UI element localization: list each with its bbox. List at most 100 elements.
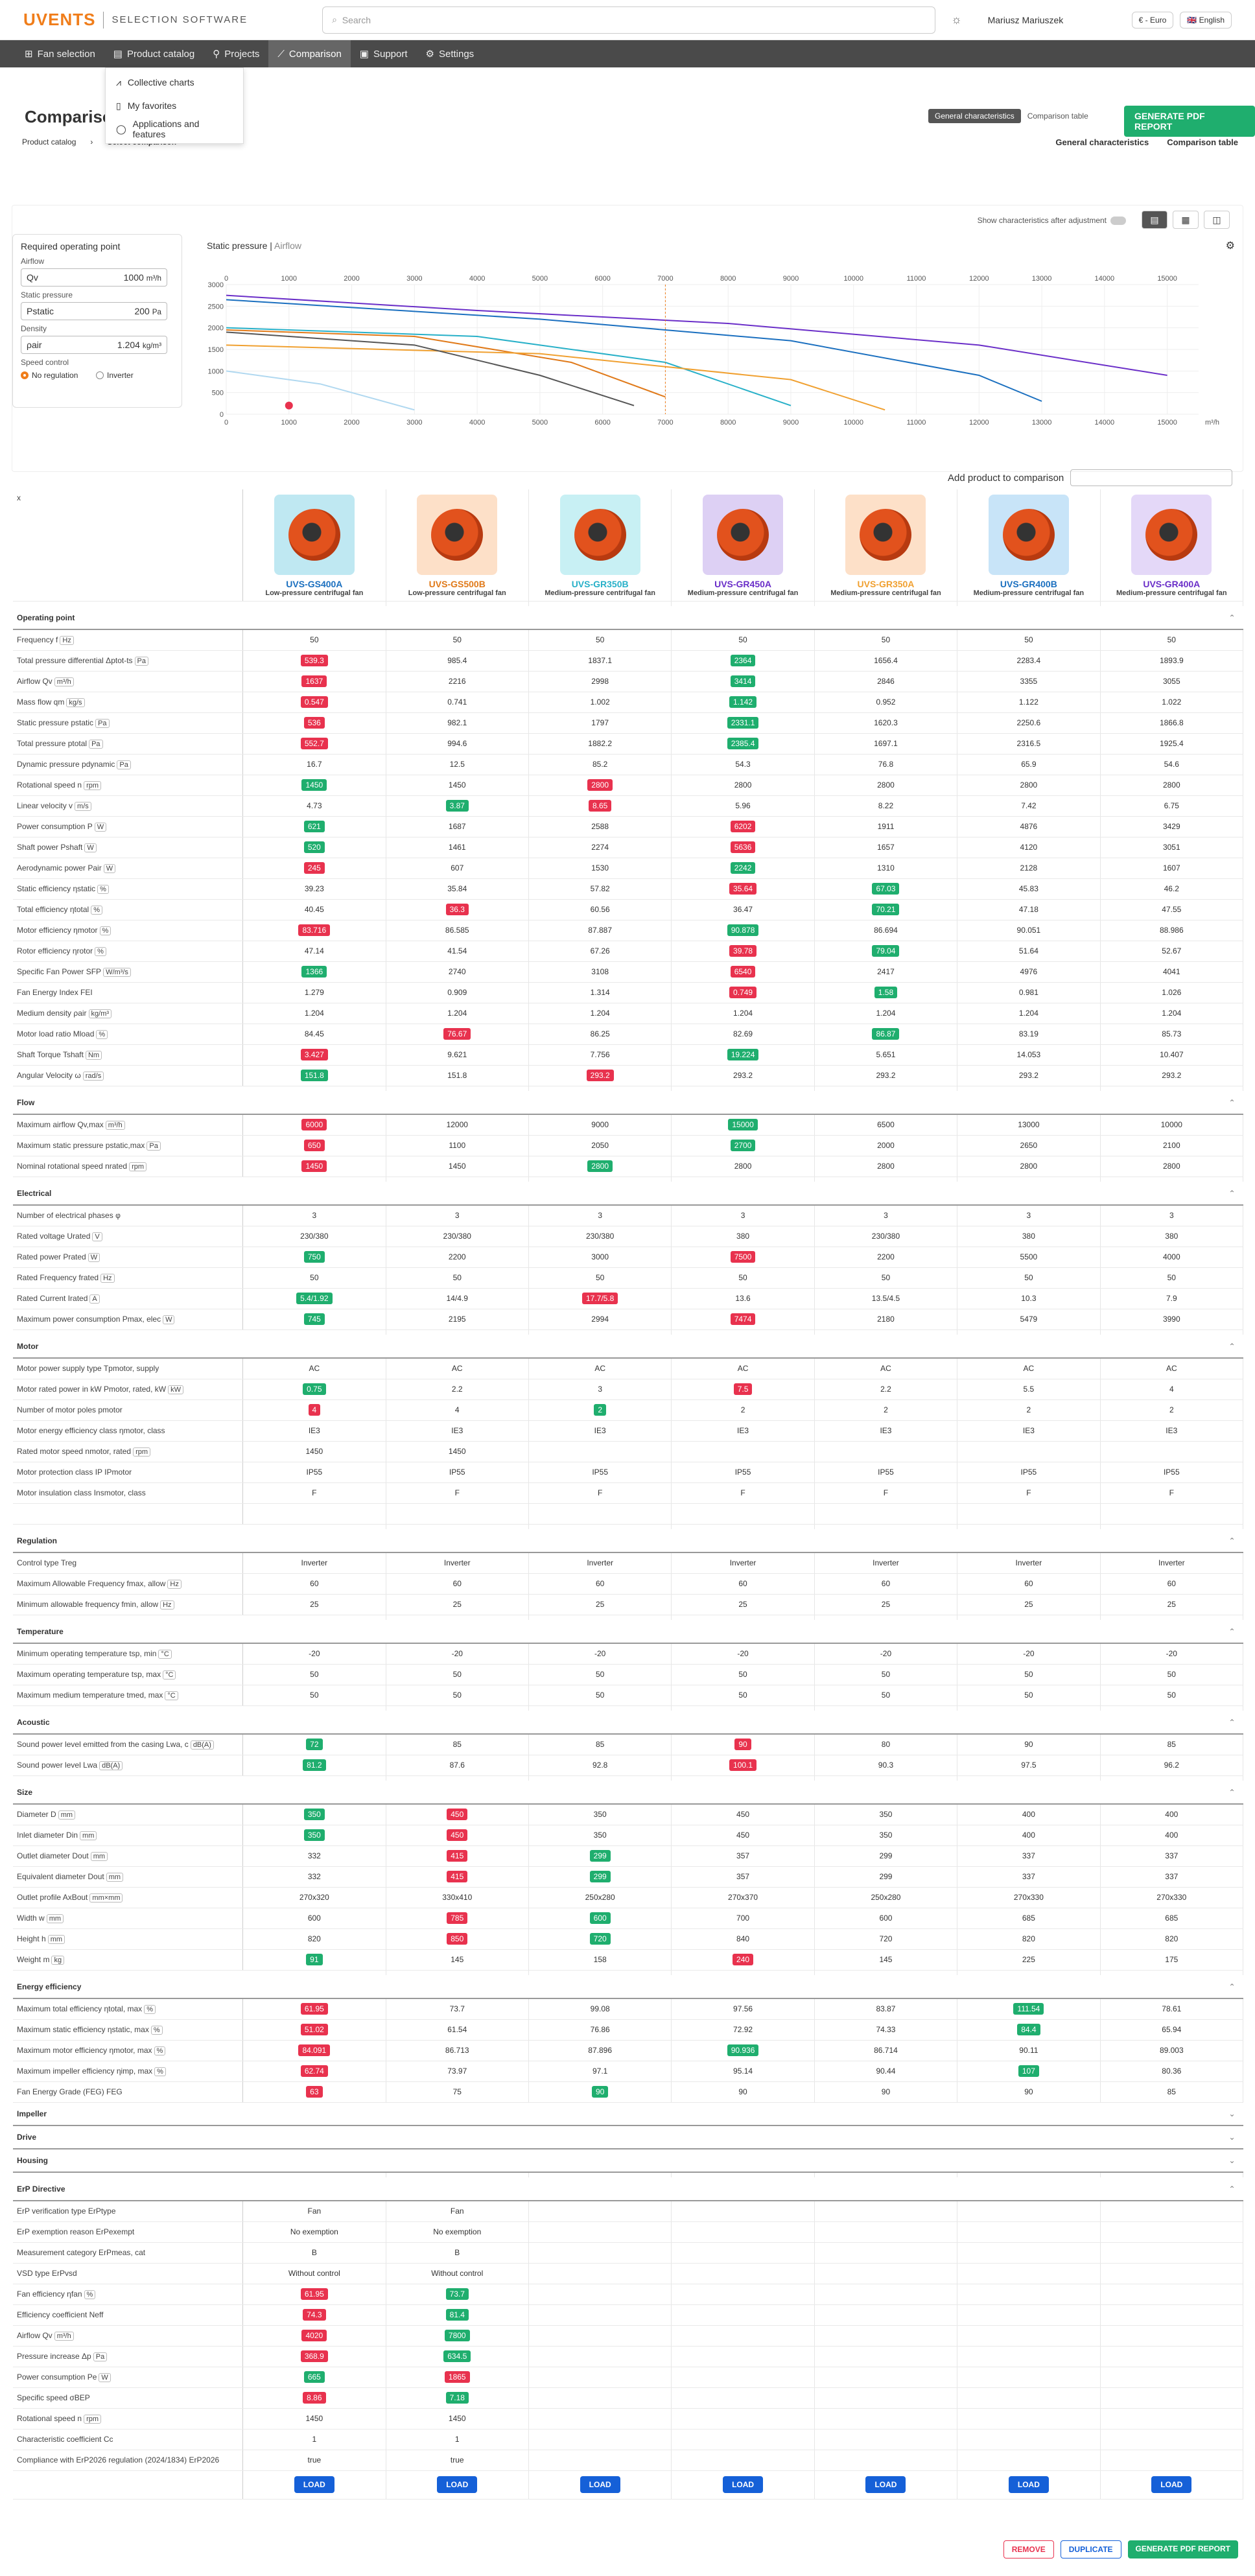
chevron-up-icon[interactable]: ⌃ [1100,1091,1243,1115]
chevron-down-icon[interactable]: ⌄ [1100,2125,1243,2149]
nav-projects[interactable]: ⚲ Projects [204,40,268,67]
x-tick-label-top: 10000 [843,275,863,283]
table-cell: 158 [528,1949,672,1971]
nav-product-catalog[interactable]: ▤ Product catalog [104,40,204,67]
section-header[interactable]: Housing ⌄ [13,2149,1243,2173]
chevron-up-icon[interactable]: ⌃ [1100,2177,1243,2201]
cell-value: 86.694 [874,926,898,935]
load-button[interactable]: LOAD [865,2476,906,2493]
generate-pdf-button[interactable]: GENERATE PDF REPORT [1124,106,1255,137]
cell-value: IE3 [451,1426,463,1435]
nav-comparison[interactable]: ⟋ Comparison [268,40,351,67]
product-card[interactable]: UVS-GR400A Medium-pressure centrifugal fa… [1100,489,1244,602]
view-split-icon[interactable]: ◫ [1204,211,1230,229]
nav-support[interactable]: ▣ Support [351,40,417,67]
cell-value: 39.78 [729,945,757,957]
chevron-up-icon[interactable]: ⌃ [1100,1529,1243,1553]
remove-button[interactable]: REMOVE [1003,2540,1054,2558]
load-button[interactable]: LOAD [580,2476,620,2493]
currency-select[interactable]: € - Euro [1131,11,1174,29]
language-select[interactable]: 🇬🇧 English [1180,11,1232,29]
cell-value: 50 [452,1670,462,1679]
duplicate-button[interactable]: DUPLICATE [1060,2540,1121,2558]
segment-table[interactable]: Comparison table [1027,111,1088,121]
table-row: Maximum static efficiency ηstatic, max% 5… [13,2019,1244,2041]
section-header[interactable]: Size ⌃ [13,1781,1243,1805]
dropdown-item-favorites[interactable]: ▯ My favorites [106,94,243,117]
section-header[interactable]: Flow ⌃ [13,1091,1243,1115]
cell-value: 2180 [877,1315,895,1324]
load-cell: LOAD [242,2470,386,2500]
load-button[interactable]: LOAD [1151,2476,1192,2493]
product-card[interactable]: UVS-GR350B Medium-pressure centrifugal fa… [528,489,672,602]
chevron-up-icon[interactable]: ⌃ [1100,1620,1243,1644]
tab-table[interactable]: Comparison table [1167,137,1238,147]
breadcrumb-catalog[interactable]: Product catalog [22,137,76,146]
product-card[interactable]: UVS-GR400B Medium-pressure centrifugal fa… [957,489,1101,602]
cell-value: 25 [452,1600,462,1609]
product-card[interactable]: UVS-GS500B Low-pressure centrifugal fan [386,489,529,602]
view-grid-icon[interactable]: ▦ [1173,211,1199,229]
load-button[interactable]: LOAD [1008,2476,1049,2493]
density-input[interactable]: ρair 1.204 kg/m³ [21,336,167,354]
search-input[interactable]: ⌕ Search [322,6,936,34]
cell-value: 2242 [730,862,756,874]
chevron-up-icon[interactable]: ⌃ [1100,1975,1243,1999]
chevron-down-icon[interactable]: ⌄ [1100,2102,1243,2126]
section-header[interactable]: Electrical ⌃ [13,1182,1243,1206]
table-cell [957,1503,1101,1525]
tab-general[interactable]: General characteristics [1055,137,1149,147]
product-card[interactable]: UVS-GR350A Medium-pressure centrifugal fa… [814,489,958,602]
section-header[interactable]: Drive ⌄ [13,2125,1243,2149]
section-header[interactable]: Acoustic ⌃ [13,1711,1243,1735]
section-header[interactable]: Motor ⌃ [13,1335,1243,1359]
section-header[interactable]: ErP Directive ⌃ [13,2177,1243,2201]
theme-toggle-icon[interactable]: ☼ [951,13,962,26]
view-chart-icon[interactable]: ▤ [1142,211,1167,229]
table-row: Minimum allowable frequency fmin, allow H… [13,1594,1244,1615]
nav-settings[interactable]: ⚙ Settings [417,40,484,67]
pressure-airflow-chart[interactable]: 0010001000200020003000300040004000500050… [200,265,1250,460]
chevron-up-icon[interactable]: ⌃ [1100,1711,1243,1735]
footer-generate-button[interactable]: GENERATE PDF REPORT [1127,2540,1238,2558]
load-button[interactable]: LOAD [437,2476,478,2493]
table-cell: 60 [242,1573,386,1595]
chevron-up-icon[interactable]: ⌃ [1100,1182,1243,1206]
cell-value: 4976 [1020,967,1038,976]
row-label: Maximum power consumption Pmax, elec W [13,1309,244,1330]
chevron-up-icon[interactable]: ⌃ [1100,1335,1243,1359]
user-name[interactable]: Mariusz Mariuszek [987,14,1064,25]
table-cell [957,1441,1101,1462]
radio-inverter[interactable]: Inverter [96,371,134,380]
airflow-input[interactable]: Qv 1000 m³/h [21,268,167,287]
radio-no-regulation[interactable]: No regulation [21,371,78,380]
load-button[interactable]: LOAD [723,2476,764,2493]
toggle-switch[interactable] [1110,216,1126,225]
section-header[interactable]: Regulation ⌃ [13,1529,1243,1553]
product-card[interactable]: UVS-GS400A Low-pressure centrifugal fan [242,489,386,602]
load-button[interactable]: LOAD [294,2476,334,2493]
cell-value: 4876 [1020,822,1038,831]
chevron-up-icon[interactable]: ⌃ [1100,606,1243,630]
chevron-down-icon[interactable]: ⌄ [1100,2149,1243,2173]
section-header[interactable]: Operating point ⌃ [13,606,1243,630]
unit-badge: W [84,843,97,852]
nav-fan-selection[interactable]: ⊞ Fan selection [16,40,104,67]
chevron-up-icon[interactable]: ⌃ [1100,1781,1243,1805]
product-card[interactable]: UVS-GR450A Medium-pressure centrifugal fa… [671,489,815,602]
section-header[interactable]: Energy efficiency ⌃ [13,1975,1243,1999]
segment-general[interactable]: General characteristics [928,109,1021,123]
static-pressure-input[interactable]: Pstatic 200 Pa [21,302,167,320]
show-after-adjustment[interactable]: Show characteristics after adjustment [978,216,1126,225]
section-header[interactable]: Temperature ⌃ [13,1620,1243,1644]
section-header[interactable]: Impeller ⌄ [13,2102,1243,2126]
dropdown-item-collective-charts[interactable]: ⩘ Collective charts [106,71,243,94]
table-cell: 1450 [386,1441,529,1462]
add-product-input[interactable] [1070,469,1233,486]
settings-icon[interactable]: ⚙ [1225,240,1235,252]
table-cell: 450 [671,1825,815,1846]
cell-value: 80 [881,1740,891,1750]
corner-label: x [13,489,244,602]
dropdown-item-applications[interactable]: ◯ Applications and features [106,117,243,141]
cell-value: 2846 [877,677,895,686]
